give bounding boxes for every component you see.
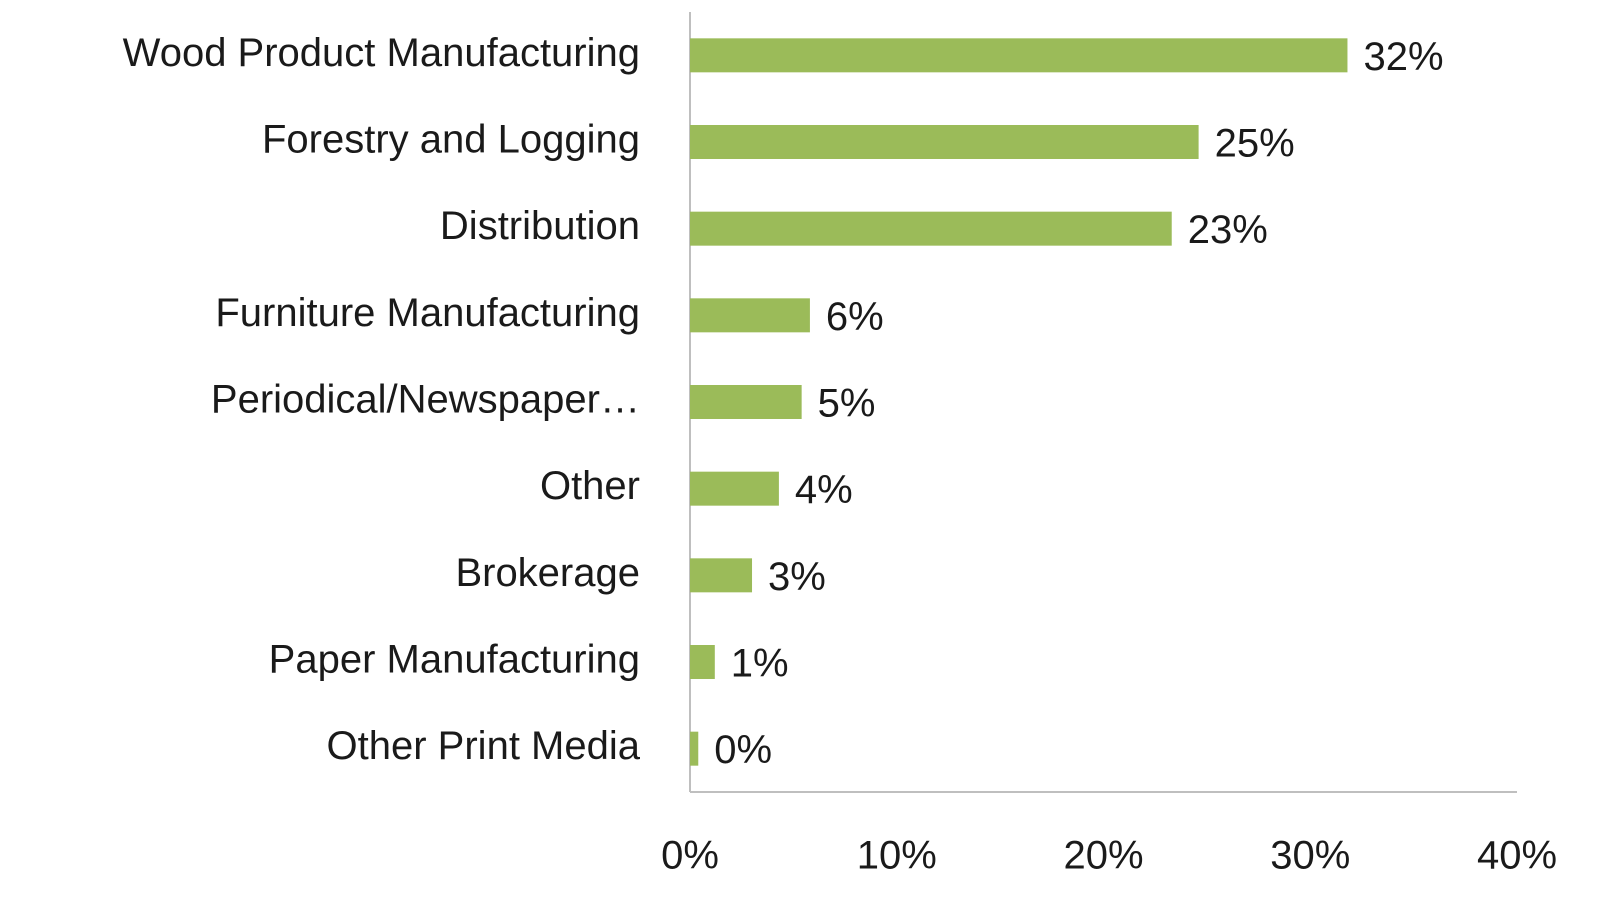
bar <box>690 298 810 333</box>
data-label: 23% <box>1188 208 1268 252</box>
bar <box>690 211 1172 246</box>
x-tick-label: 30% <box>1270 834 1350 878</box>
x-tick-label: 40% <box>1477 834 1557 878</box>
bar <box>690 125 1199 159</box>
y-tick-label: Other Print Media <box>327 724 641 768</box>
data-label: 25% <box>1215 122 1295 166</box>
data-label: 0% <box>714 728 772 772</box>
data-label: 6% <box>826 295 884 339</box>
y-tick-label: Periodical/Newspaper… <box>211 378 640 422</box>
y-tick-label: Distribution <box>440 204 640 248</box>
data-label: 3% <box>768 555 826 599</box>
y-tick-label: Brokerage <box>455 551 640 595</box>
bar <box>690 731 699 766</box>
x-tick-label: 20% <box>1063 834 1143 878</box>
x-tick-label: 0% <box>661 834 719 878</box>
y-tick-label: Furniture Manufacturing <box>215 291 640 335</box>
bar <box>690 385 802 419</box>
bar <box>690 471 779 506</box>
bar <box>690 558 753 593</box>
data-label: 4% <box>795 468 853 512</box>
bar <box>690 645 715 679</box>
bar <box>690 38 1348 73</box>
y-tick-label: Wood Product Manufacturing <box>123 31 640 75</box>
data-label: 5% <box>818 382 876 426</box>
data-label: 32% <box>1363 35 1443 79</box>
y-tick-label: Paper Manufacturing <box>269 638 640 682</box>
x-tick-label: 10% <box>857 834 937 878</box>
data-label: 1% <box>731 642 789 686</box>
y-tick-label: Forestry and Logging <box>262 118 640 162</box>
y-tick-label: Other <box>540 464 640 508</box>
